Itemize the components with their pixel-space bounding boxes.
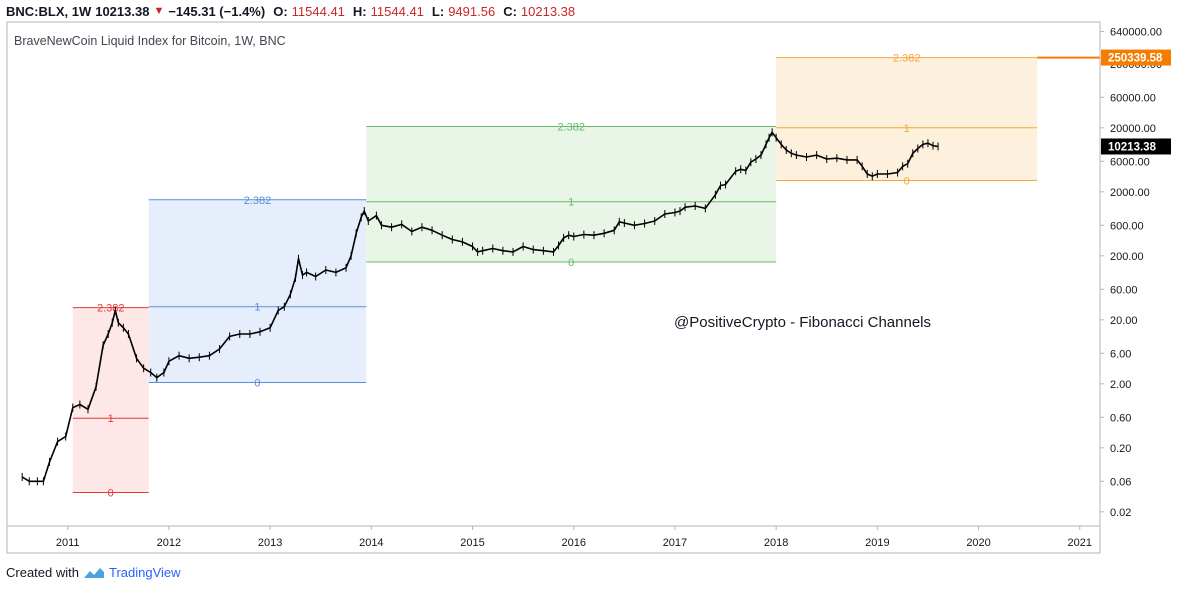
fib-level-label-1-1: 1 xyxy=(254,302,260,314)
fib-level-label-3-1: 1 xyxy=(904,123,910,135)
x-tick-label-8: 2019 xyxy=(865,537,889,549)
price-chart[interactable]: 0 1 2.382 0 1 2.382 0 1 2.382 0 1 2.382 640000.00 20… xyxy=(0,0,1188,560)
y-tick-label-5: 2000.00 xyxy=(1110,187,1150,199)
y-tick-label-10: 6.00 xyxy=(1110,348,1131,360)
y-tick-label-7: 200.00 xyxy=(1110,251,1144,263)
y-tick-label-6: 600.00 xyxy=(1110,220,1144,232)
y-tick-label-3: 20000.00 xyxy=(1110,123,1156,135)
y-tick-label-13: 0.20 xyxy=(1110,443,1131,455)
y-tick-label-11: 2.00 xyxy=(1110,379,1131,391)
y-tick-label-12: 0.60 xyxy=(1110,412,1131,424)
x-tick-label-6: 2017 xyxy=(663,537,687,549)
x-tick-label-4: 2015 xyxy=(460,537,484,549)
high-value: 11544.41 xyxy=(370,3,424,19)
created-with-label: Created with xyxy=(6,565,79,580)
price-change: −145.31 (−1.4%) xyxy=(168,3,266,19)
chart-title: BraveNewCoin Liquid Index for Bitcoin, 1… xyxy=(14,34,286,48)
fib-channel-3 xyxy=(776,57,1038,181)
chart-annotation: @PositiveCrypto - Fibonacci Channels xyxy=(674,314,931,331)
fib-channel-2 xyxy=(366,126,777,263)
y-tick-label-4: 6000.00 xyxy=(1110,156,1150,168)
fib-level-label-1-2: 2.382 xyxy=(244,195,272,207)
open-value: 11544.41 xyxy=(291,3,345,19)
down-triangle-icon: ▼ xyxy=(153,5,165,17)
x-tick-label-10: 2021 xyxy=(1068,537,1092,549)
price-label-text-0: 250339.58 xyxy=(1108,53,1163,65)
price-label-box-0 xyxy=(1101,49,1171,66)
fib-level-label-3-2: 2.382 xyxy=(893,53,921,65)
close-value: 10213.38 xyxy=(520,3,576,19)
x-tick-label-3: 2014 xyxy=(359,537,383,549)
high-label: H: xyxy=(352,3,367,19)
y-tick-label-0: 640000.00 xyxy=(1110,26,1162,38)
fib-level-label-1-0: 0 xyxy=(254,377,260,389)
y-tick-label-14: 0.06 xyxy=(1110,476,1131,488)
y-tick-label-15: 0.02 xyxy=(1110,507,1131,519)
footer: Created with TradingView xyxy=(6,565,181,580)
fib-level-label-0-2: 2.382 xyxy=(97,303,125,315)
tradingview-link[interactable]: TradingView xyxy=(108,565,181,580)
symbol-label: BNC:BLX, 1W xyxy=(6,3,92,19)
fib-level-label-3-0: 0 xyxy=(904,176,910,188)
x-tick-label-2: 2013 xyxy=(258,537,282,549)
low-value: 9491.56 xyxy=(448,3,496,19)
y-tick-label-8: 60.00 xyxy=(1110,284,1138,296)
price-label-box-1 xyxy=(1101,138,1171,155)
fib-level-label-0-0: 0 xyxy=(108,488,114,500)
price-series-line xyxy=(21,131,939,483)
last-price: 10213.38 xyxy=(95,3,150,19)
low-label: L: xyxy=(431,3,445,19)
tradingview-logo-icon xyxy=(83,567,104,578)
x-tick-label-5: 2016 xyxy=(561,537,585,549)
x-tick-label-9: 2020 xyxy=(966,537,990,549)
chart-header: BNC:BLX, 1W 10213.38 ▼ −145.31 (−1.4%) O… xyxy=(6,2,575,20)
fib-level-label-2-2: 2.382 xyxy=(557,121,585,133)
fib-level-label-2-0: 0 xyxy=(568,257,574,269)
price-label-text-1: 10213.38 xyxy=(1108,141,1157,153)
x-tick-label-7: 2018 xyxy=(764,537,788,549)
open-label: O: xyxy=(273,3,288,19)
y-tick-label-2: 60000.00 xyxy=(1110,92,1156,104)
fib-channel-1 xyxy=(148,199,367,383)
x-tick-label-0: 2011 xyxy=(56,537,80,549)
y-tick-label-9: 20.00 xyxy=(1110,315,1138,327)
close-label: C: xyxy=(503,3,517,19)
fib-channel-0 xyxy=(72,307,149,493)
x-tick-label-1: 2012 xyxy=(157,537,181,549)
fib-level-label-0-1: 1 xyxy=(108,413,114,425)
fib-level-label-2-1: 1 xyxy=(568,197,574,209)
